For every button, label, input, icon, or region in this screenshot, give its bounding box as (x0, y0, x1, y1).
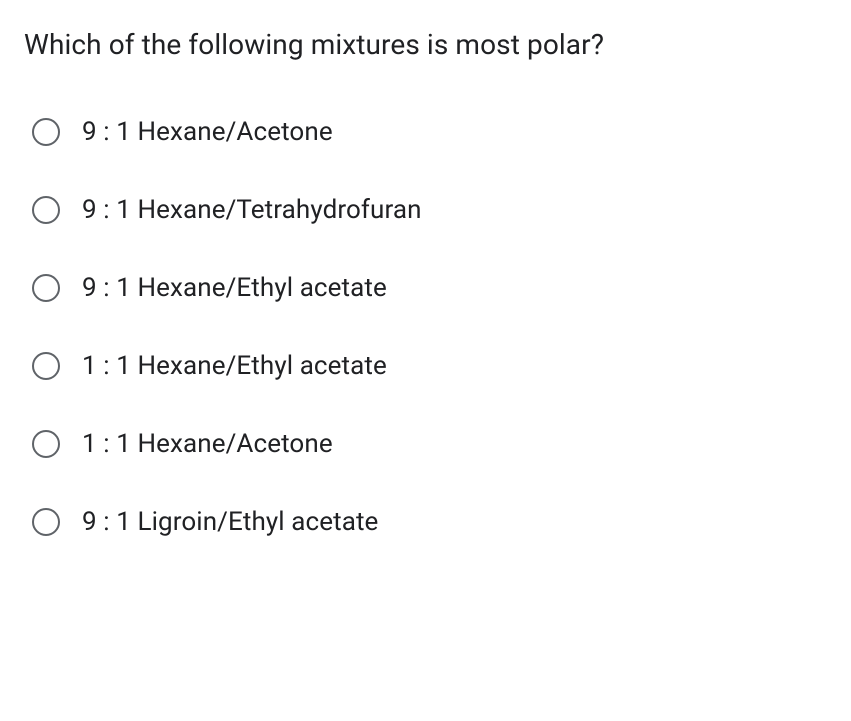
radio-icon (32, 352, 60, 380)
option-3[interactable]: 9 : 1 Hexane/Ethyl acetate (32, 273, 827, 303)
question-text: Which of the following mixtures is most … (24, 28, 827, 61)
option-label: 9 : 1 Hexane/Tetrahydrofuran (82, 195, 422, 225)
radio-icon (32, 508, 60, 536)
option-label: 9 : 1 Hexane/Ethyl acetate (82, 273, 387, 303)
radio-icon (32, 274, 60, 302)
option-label: 1 : 1 Hexane/Ethyl acetate (82, 351, 387, 381)
radio-icon (32, 430, 60, 458)
option-2[interactable]: 9 : 1 Hexane/Tetrahydrofuran (32, 195, 827, 225)
radio-icon (32, 118, 60, 146)
option-4[interactable]: 1 : 1 Hexane/Ethyl acetate (32, 351, 827, 381)
option-label: 1 : 1 Hexane/Acetone (82, 429, 333, 459)
option-5[interactable]: 1 : 1 Hexane/Acetone (32, 429, 827, 459)
options-group: 9 : 1 Hexane/Acetone 9 : 1 Hexane/Tetrah… (24, 117, 827, 537)
option-1[interactable]: 9 : 1 Hexane/Acetone (32, 117, 827, 147)
option-label: 9 : 1 Ligroin/Ethyl acetate (82, 507, 378, 537)
option-label: 9 : 1 Hexane/Acetone (82, 117, 333, 147)
option-6[interactable]: 9 : 1 Ligroin/Ethyl acetate (32, 507, 827, 537)
radio-icon (32, 196, 60, 224)
